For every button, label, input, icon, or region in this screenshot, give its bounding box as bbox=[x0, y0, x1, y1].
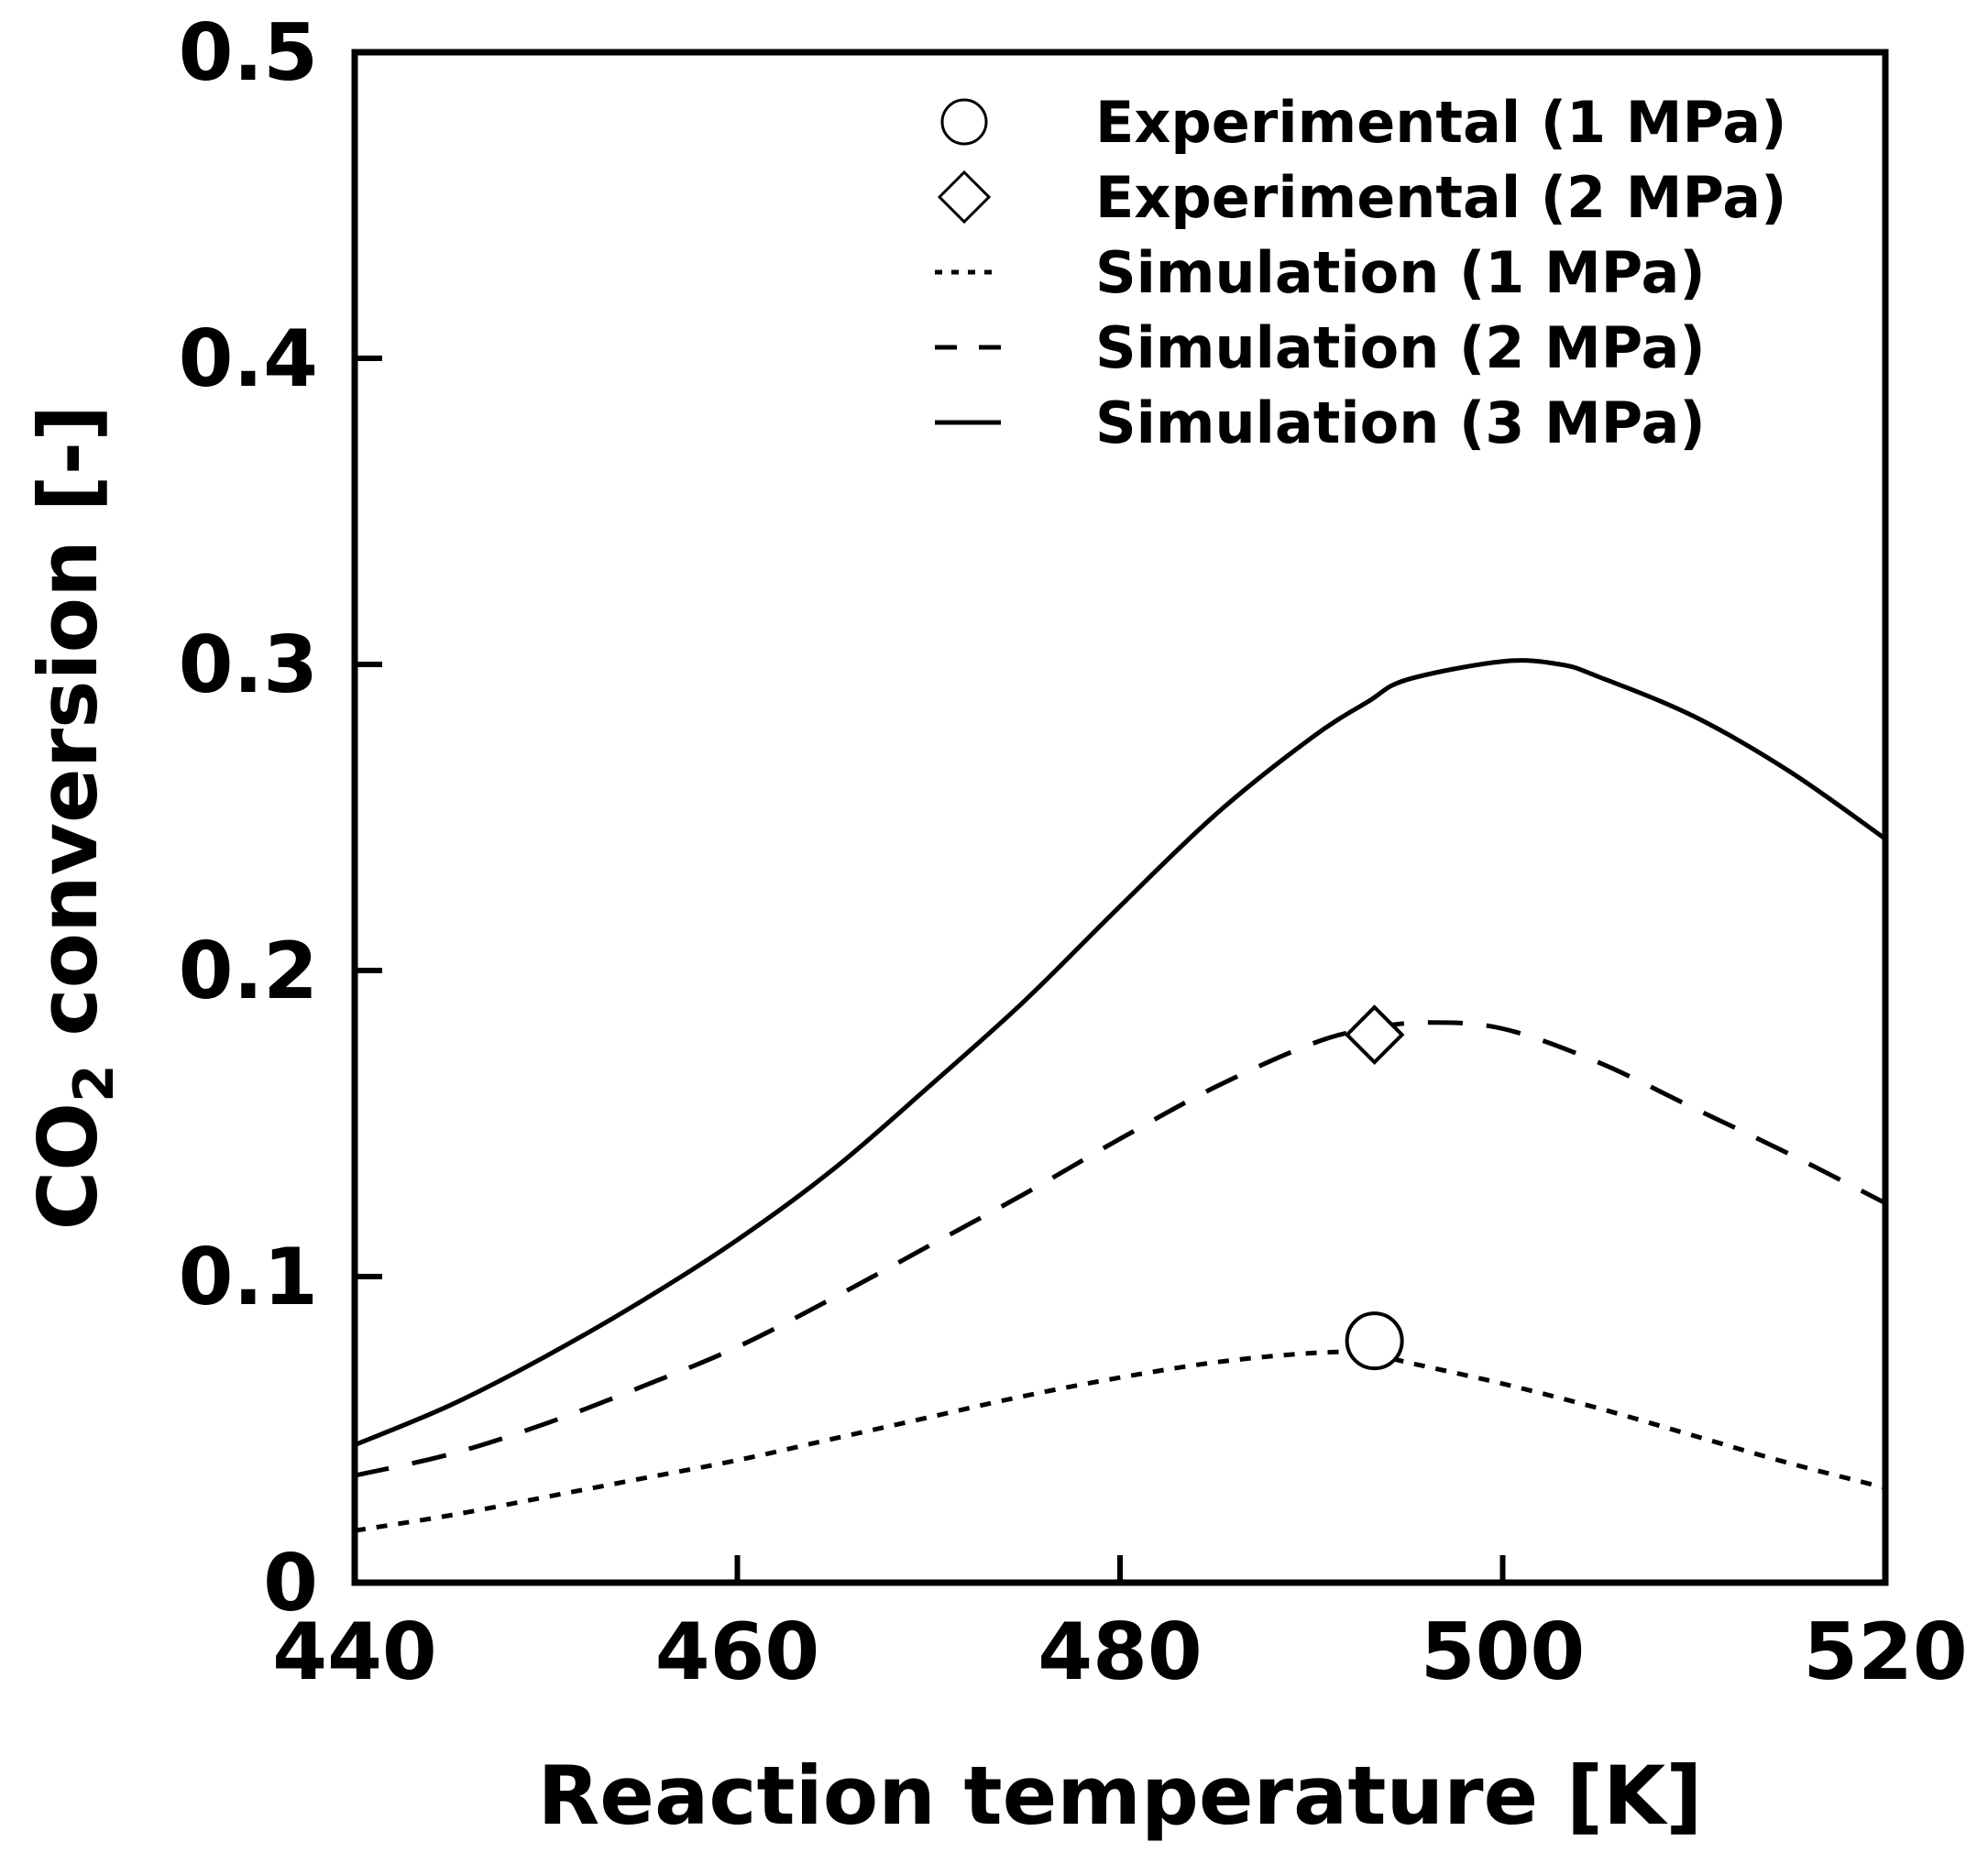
simulation-1-mpa-line bbox=[354, 1349, 1886, 1533]
simulation-2-mpa-line bbox=[354, 1020, 1887, 1478]
y-tick-label: 0.2 bbox=[179, 926, 318, 1017]
y-tick-label: 0.1 bbox=[179, 1232, 318, 1323]
x-tick-label: 500 bbox=[1421, 1606, 1586, 1698]
x-tick-label: 440 bbox=[272, 1606, 437, 1698]
legend-label: Simulation (2 MPa) bbox=[1095, 314, 1706, 381]
legend-symbol-circle bbox=[940, 98, 988, 146]
tick-layer: 440 460 480 500 520 0 0.1 0.2 0.3 0.4 0.5 bbox=[179, 7, 1968, 1698]
x-tick-label: 520 bbox=[1803, 1606, 1968, 1698]
legend-label: Simulation (1 MPa) bbox=[1095, 239, 1706, 306]
y-axis-title-suffix: conversion [-] bbox=[21, 405, 115, 1065]
y-tick-label: 0.5 bbox=[179, 7, 318, 99]
legend-label: Simulation (3 MPa) bbox=[1095, 389, 1706, 456]
y-axis-title-subscript: 2 bbox=[62, 1064, 126, 1102]
experimental-1-mpa-point bbox=[1345, 1311, 1404, 1371]
y-axis-title-prefix: CO bbox=[21, 1102, 115, 1230]
y-tick-label: 0 bbox=[263, 1538, 318, 1629]
y-tick-label: 0.4 bbox=[179, 313, 318, 405]
y-axis-title: CO2 conversion [-] bbox=[21, 405, 126, 1231]
legend-label: Experimental (2 MPa) bbox=[1095, 164, 1786, 231]
simulation-3-mpa-line bbox=[354, 658, 1887, 1448]
x-axis-title: Reaction temperature [K] bbox=[538, 1749, 1703, 1843]
legend-label: Experimental (1 MPa) bbox=[1095, 89, 1786, 156]
series-layer bbox=[354, 658, 1887, 1533]
x-tick-label: 460 bbox=[655, 1606, 820, 1698]
legend-symbol-diamond bbox=[937, 170, 992, 225]
legend: Experimental (1 MPa) Experimental (2 MPa)… bbox=[935, 89, 1786, 456]
x-tick-label: 480 bbox=[1038, 1606, 1203, 1698]
marker-layer bbox=[1344, 1004, 1405, 1371]
y-tick-label: 0.3 bbox=[179, 620, 318, 711]
experimental-2-mpa-point bbox=[1344, 1004, 1405, 1065]
